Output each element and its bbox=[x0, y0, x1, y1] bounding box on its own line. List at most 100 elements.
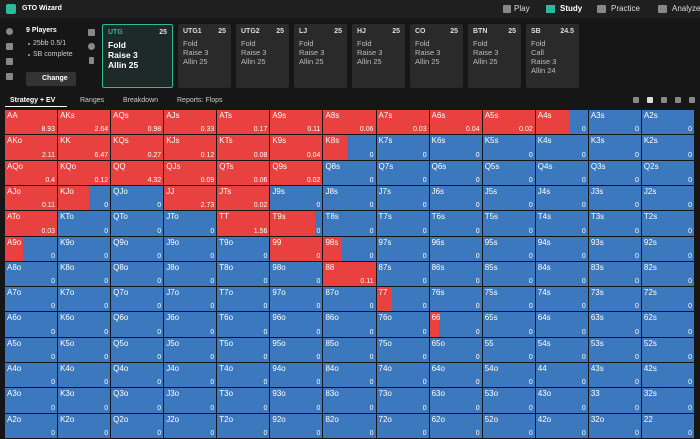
hand-cell[interactable]: A8s 0.06 bbox=[323, 110, 376, 135]
hand-cell[interactable]: 83o 0 bbox=[323, 388, 376, 413]
hand-cell[interactable]: Q3s 0 bbox=[588, 160, 641, 185]
hand-cell[interactable]: 87o 0 bbox=[323, 287, 376, 312]
hand-cell[interactable]: K7s 0 bbox=[376, 135, 429, 160]
hand-cell[interactable]: Q4o 0 bbox=[111, 363, 164, 388]
hand-cell[interactable]: AQs 0.98 bbox=[111, 110, 164, 135]
hand-cell[interactable]: 42s 0 bbox=[641, 363, 694, 388]
hand-cell[interactable]: T9o 0 bbox=[217, 236, 270, 261]
hand-cell[interactable]: K5s 0 bbox=[482, 135, 535, 160]
hand-cell[interactable]: 32s 0 bbox=[641, 388, 694, 413]
hand-cell[interactable]: J7s 0 bbox=[376, 185, 429, 211]
hand-cell[interactable]: 65s 0 bbox=[482, 312, 535, 337]
hand-cell[interactable]: 76s 0 bbox=[429, 287, 482, 312]
hand-cell[interactable]: K4o 0 bbox=[58, 363, 111, 388]
hand-cell[interactable]: 85o 0 bbox=[323, 337, 376, 363]
hand-cell[interactable]: QJo 0 bbox=[111, 185, 164, 211]
hand-cell[interactable]: 93o 0 bbox=[270, 388, 323, 413]
hand-cell[interactable]: 92o 0 bbox=[270, 413, 323, 438]
hand-cell[interactable]: 73o 0 bbox=[376, 388, 429, 413]
hand-cell[interactable]: J6s 0 bbox=[429, 185, 482, 211]
position-card[interactable]: UTG2 25 Fold Raise 3 Allin 25 bbox=[236, 24, 289, 88]
hand-cell[interactable]: 97s 0 bbox=[376, 236, 429, 261]
hand-cell[interactable]: 22 0 bbox=[641, 413, 694, 438]
hand-cell[interactable]: T4s 0 bbox=[535, 211, 588, 236]
hand-cell[interactable]: 82o 0 bbox=[323, 413, 376, 438]
hand-cell[interactable]: 32o 0 bbox=[588, 413, 641, 438]
hand-cell[interactable]: 53o 0 bbox=[482, 388, 535, 413]
hand-cell[interactable]: 87s 0 bbox=[376, 261, 429, 287]
hand-cell[interactable]: A4o 0 bbox=[5, 363, 58, 388]
hand-cell[interactable]: T8s 0 bbox=[323, 211, 376, 236]
hand-cell[interactable]: A9s 0.11 bbox=[270, 110, 323, 135]
hand-cell[interactable]: 98s 0 bbox=[323, 236, 376, 261]
position-card[interactable]: CO 25 Fold Raise 3 Allin 25 bbox=[410, 24, 463, 88]
hand-cell[interactable]: K8s 0 bbox=[323, 135, 376, 160]
hand-cell[interactable]: A6s 0.04 bbox=[429, 110, 482, 135]
hand-cell[interactable]: K7o 0 bbox=[58, 287, 111, 312]
hand-cell[interactable]: 96o 0 bbox=[270, 312, 323, 337]
hand-cell[interactable]: Q9o 0 bbox=[111, 236, 164, 261]
hand-cell[interactable]: Q7s 0 bbox=[376, 160, 429, 185]
hand-cell[interactable]: 72s 0 bbox=[641, 287, 694, 312]
hand-cell[interactable]: K2o 0 bbox=[58, 413, 111, 438]
hand-cell[interactable]: A3s 0 bbox=[588, 110, 641, 135]
nav-study[interactable]: Study bbox=[560, 4, 583, 13]
hand-cell[interactable]: JTs 0.02 bbox=[217, 185, 270, 211]
hand-cell[interactable]: K9o 0 bbox=[58, 236, 111, 261]
hand-cell[interactable]: Q4s 0 bbox=[535, 160, 588, 185]
hand-cell[interactable]: 54s 0 bbox=[535, 337, 588, 363]
hand-cell[interactable]: 53s 0 bbox=[588, 337, 641, 363]
nav-practice[interactable]: Practice bbox=[611, 4, 640, 13]
hand-cell[interactable]: 44 0 bbox=[535, 363, 588, 388]
position-card[interactable]: UTG 25 Fold Raise 3 Allin 25 bbox=[102, 24, 173, 88]
hand-cell[interactable]: 77 0 bbox=[376, 287, 429, 312]
hand-cell[interactable]: A8o 0 bbox=[5, 261, 58, 287]
tab[interactable]: Strategy + EV bbox=[10, 97, 56, 104]
hand-cell[interactable]: T9s 0 bbox=[270, 211, 323, 236]
position-card[interactable]: HJ 25 Fold Raise 3 Allin 25 bbox=[352, 24, 405, 88]
hand-cell[interactable]: 75s 0 bbox=[482, 287, 535, 312]
hand-cell[interactable]: 86s 0 bbox=[429, 261, 482, 287]
hand-cell[interactable]: T5o 0 bbox=[217, 337, 270, 363]
position-card[interactable]: LJ 25 Fold Raise 3 Allin 25 bbox=[294, 24, 347, 88]
hand-cell[interactable]: AJs 0.33 bbox=[164, 110, 217, 135]
hand-cell[interactable]: 73s 0 bbox=[588, 287, 641, 312]
hand-cell[interactable]: 72o 0 bbox=[376, 413, 429, 438]
hand-cell[interactable]: Q5o 0 bbox=[111, 337, 164, 363]
hand-cell[interactable]: 42o 0 bbox=[535, 413, 588, 438]
hand-cell[interactable]: 63o 0 bbox=[429, 388, 482, 413]
hand-cell[interactable]: 74s 0 bbox=[535, 287, 588, 312]
hand-cell[interactable]: 62o 0 bbox=[429, 413, 482, 438]
hand-cell[interactable]: 94s 0 bbox=[535, 236, 588, 261]
hand-cell[interactable]: T7o 0 bbox=[217, 287, 270, 312]
nav-play[interactable]: Play bbox=[514, 4, 530, 13]
hand-cell[interactable]: J3o 0 bbox=[164, 388, 217, 413]
hand-cell[interactable]: KTs 0.08 bbox=[217, 135, 270, 160]
hand-cell[interactable]: J4s 0 bbox=[535, 185, 588, 211]
hand-cell[interactable]: J9o 0 bbox=[164, 236, 217, 261]
hand-cell[interactable]: J3s 0 bbox=[588, 185, 641, 211]
hand-cell[interactable]: K9s 0.04 bbox=[270, 135, 323, 160]
nav-analyze[interactable]: Analyze bbox=[672, 4, 700, 13]
hand-cell[interactable]: 43s 0 bbox=[588, 363, 641, 388]
hand-cell[interactable]: A2s 0 bbox=[641, 110, 694, 135]
hand-cell[interactable]: Q6s 0 bbox=[429, 160, 482, 185]
hand-cell[interactable]: 74o 0 bbox=[376, 363, 429, 388]
hand-cell[interactable]: 62s 0 bbox=[641, 312, 694, 337]
hand-cell[interactable]: AJo 0.11 bbox=[5, 185, 58, 211]
hand-cell[interactable]: AA 8.93 bbox=[5, 110, 58, 135]
hand-cell[interactable]: T5s 0 bbox=[482, 211, 535, 236]
hand-cell[interactable]: 52o 0 bbox=[482, 413, 535, 438]
hand-cell[interactable]: K6s 0 bbox=[429, 135, 482, 160]
hand-cell[interactable]: T2s 0 bbox=[641, 211, 694, 236]
hand-cell[interactable]: Q8o 0 bbox=[111, 261, 164, 287]
hand-cell[interactable]: 82s 0 bbox=[641, 261, 694, 287]
hand-cell[interactable]: K5o 0 bbox=[58, 337, 111, 363]
hand-cell[interactable]: 93s 0 bbox=[588, 236, 641, 261]
hand-cell[interactable]: 97o 0 bbox=[270, 287, 323, 312]
hand-cell[interactable]: Q8s 0 bbox=[323, 160, 376, 185]
hand-cell[interactable]: 96s 0 bbox=[429, 236, 482, 261]
hand-cell[interactable]: 95o 0 bbox=[270, 337, 323, 363]
hand-cell[interactable]: 55 0 bbox=[482, 337, 535, 363]
hand-cell[interactable]: AKs 2.64 bbox=[58, 110, 111, 135]
